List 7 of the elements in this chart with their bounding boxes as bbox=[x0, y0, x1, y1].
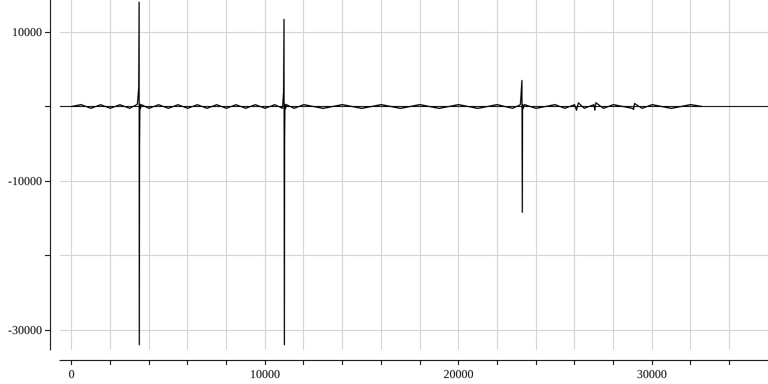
x-tick-label: 10000 bbox=[250, 367, 280, 381]
x-tick-label: 0 bbox=[68, 367, 75, 381]
y-tick-label: -10000 bbox=[8, 174, 42, 188]
y-tick-label: -30000 bbox=[8, 322, 42, 337]
x-tick-label: 30000 bbox=[636, 367, 667, 381]
x-tick-label: 20000 bbox=[443, 367, 474, 381]
y-tick-label: 10000 bbox=[12, 25, 42, 40]
